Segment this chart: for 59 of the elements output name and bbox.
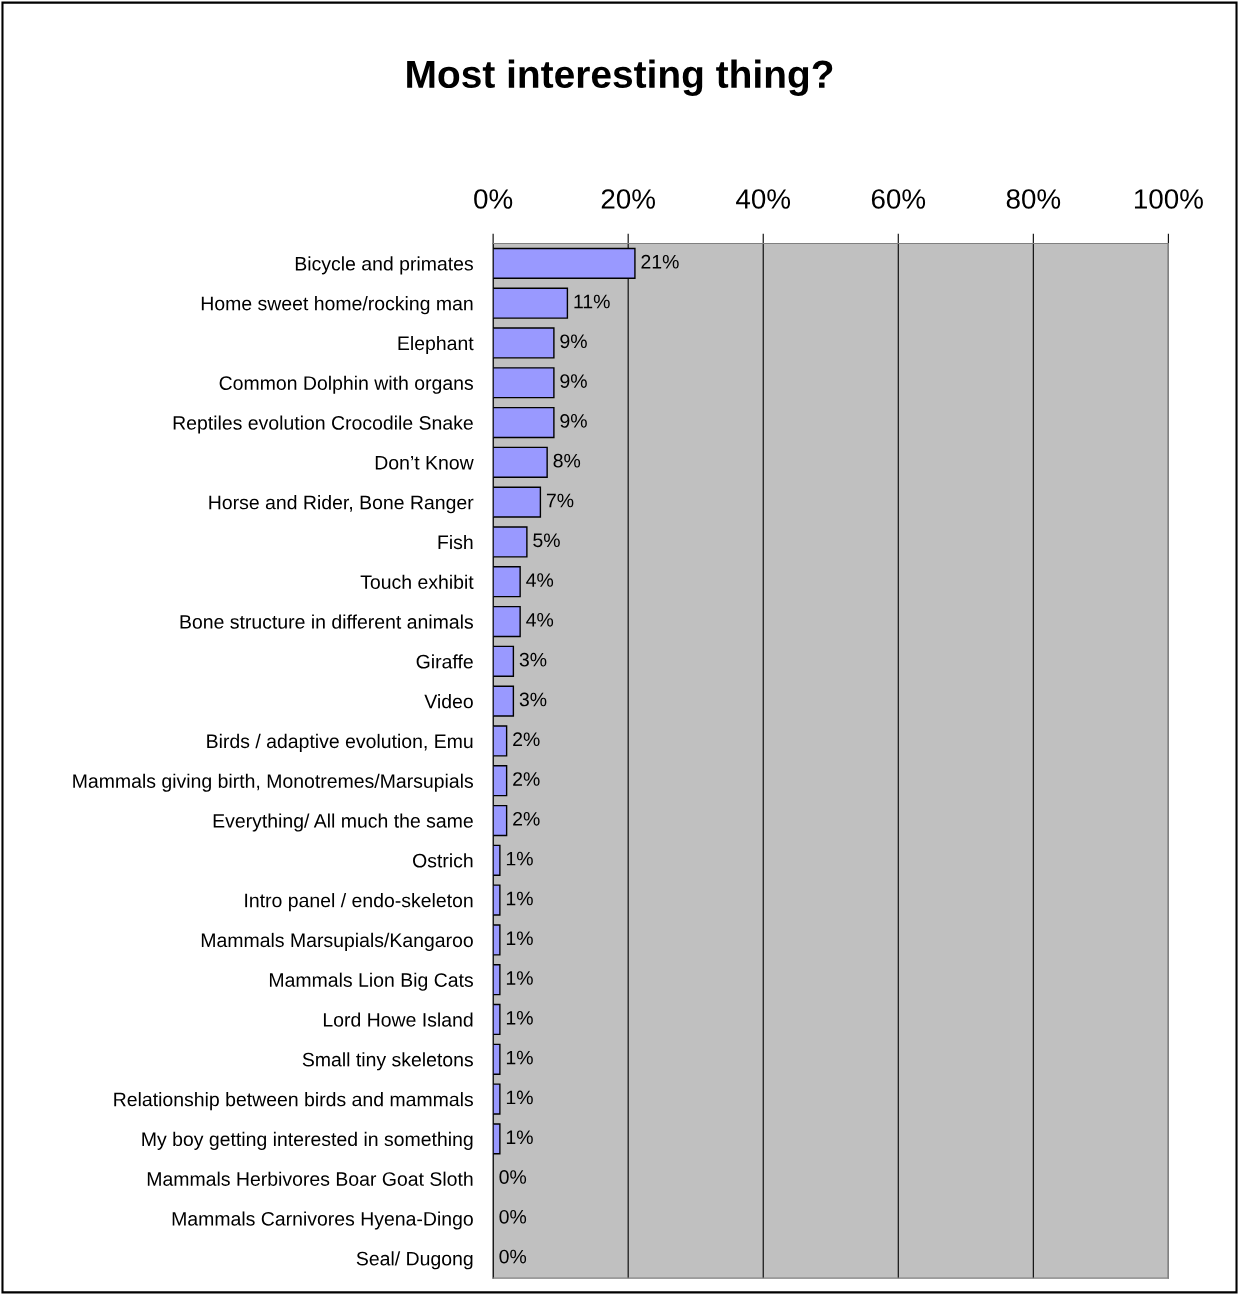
data-label: 1%: [506, 1090, 533, 1105]
y-tick-label: Common Dolphin with organs: [219, 375, 473, 394]
y-tick-label: My boy getting interested in something: [142, 1131, 473, 1150]
y-tick-label: Home sweet home/rocking man: [201, 296, 473, 315]
y-tick-label: Seal/ Dugong: [356, 1251, 473, 1270]
y-tick-label: Bicycle and primates: [295, 256, 473, 275]
data-label: 2%: [513, 772, 540, 786]
y-tick-label: Small tiny skeletons: [302, 1052, 473, 1071]
data-label: 1%: [506, 851, 533, 866]
y-tick-label: Mammals Lion Big Cats: [269, 972, 473, 991]
x-tick-label: 80%: [1006, 189, 1061, 209]
y-tick-label: Relationship between birds and mammals: [114, 1092, 473, 1111]
data-label: 9%: [560, 334, 587, 349]
y-tick-label: Mammals giving birth, Monotremes/Marsupials: [73, 773, 473, 792]
y-tick-label: Giraffe: [416, 654, 473, 669]
y-tick-label: Video: [424, 694, 473, 709]
data-label: 4%: [526, 573, 554, 587]
y-tick-label: Ostrich: [413, 853, 473, 868]
y-tick-label: Touch exhibit: [360, 574, 474, 589]
data-label: 1%: [506, 971, 533, 985]
data-label: 1%: [506, 891, 533, 906]
data-label: 1%: [506, 1011, 533, 1025]
chart-title: Most interesting thing?: [407, 59, 833, 96]
data-label: 2%: [513, 732, 540, 747]
data-label: 0%: [499, 1249, 527, 1264]
data-label: 3%: [519, 692, 547, 707]
data-label: 2%: [513, 811, 540, 826]
data-label: 1%: [506, 1050, 533, 1065]
y-tick-label: Lord Howe Island: [323, 1012, 473, 1027]
data-label: 9%: [560, 374, 587, 388]
y-tick-label: Intro panel / endo-skeleton: [245, 893, 473, 912]
data-label: 1%: [506, 931, 533, 946]
data-label: 0%: [499, 1170, 527, 1184]
y-tick-label: Horse and Rider, Bone Ranger: [209, 495, 474, 514]
y-tick-label: Mammals Carnivores Hyena-Dingo: [172, 1211, 473, 1230]
data-label: 21%: [641, 254, 679, 269]
data-label: 1%: [506, 1130, 533, 1145]
x-tick-label: 60%: [871, 189, 926, 209]
y-tick-label: Reptiles evolution Crocodile Snake: [173, 415, 473, 434]
y-tick-label: Birds / adaptive evolution, Emu: [207, 733, 473, 752]
x-tick-label: 20%: [601, 189, 655, 209]
y-tick-label: Mammals Herbivores Boar Goat Sloth: [147, 1171, 473, 1186]
data-label: 4%: [526, 613, 554, 627]
x-tick-label: 40%: [736, 189, 791, 209]
data-label: 0%: [499, 1209, 527, 1224]
x-tick-label: 0%: [474, 189, 513, 209]
y-tick-label: Bone structure in different animals: [180, 614, 473, 629]
y-tick-label: Mammals Marsupials/Kangaroo: [201, 932, 473, 951]
x-tick-label: 100%: [1134, 189, 1203, 209]
data-label: 8%: [553, 453, 581, 468]
y-tick-label: Everything/ All much the same: [213, 813, 473, 832]
data-label: 11%: [574, 294, 610, 309]
y-tick-label: Fish: [438, 534, 473, 550]
data-label: 5%: [533, 533, 560, 548]
y-tick-label: Don’t Know: [375, 456, 474, 470]
data-label: 7%: [546, 493, 574, 508]
data-label: 3%: [519, 652, 547, 667]
y-tick-label: Elephant: [398, 335, 474, 355]
data-label: 9%: [560, 413, 587, 428]
